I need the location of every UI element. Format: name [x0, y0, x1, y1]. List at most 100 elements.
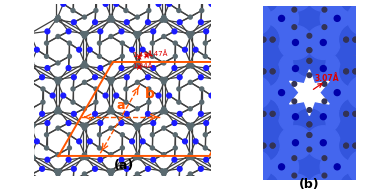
Circle shape [331, 130, 362, 161]
Circle shape [173, 41, 177, 45]
Circle shape [241, 80, 245, 84]
Circle shape [292, 114, 298, 120]
Circle shape [211, 134, 242, 165]
Circle shape [211, 120, 242, 150]
Circle shape [124, 100, 128, 104]
Circle shape [279, 41, 283, 45]
Circle shape [188, 15, 192, 19]
Circle shape [66, 66, 71, 70]
Circle shape [124, 9, 128, 12]
Text: 3.07Å: 3.07Å [315, 74, 339, 83]
Circle shape [160, 77, 164, 81]
Circle shape [279, 100, 312, 134]
Circle shape [340, 98, 370, 129]
Circle shape [237, 76, 272, 110]
Circle shape [57, 169, 62, 173]
Circle shape [292, 40, 298, 46]
Circle shape [283, 9, 286, 12]
Circle shape [175, 24, 205, 55]
Circle shape [248, 130, 279, 161]
Circle shape [190, 64, 194, 68]
Circle shape [292, 188, 298, 189]
Circle shape [175, 130, 205, 161]
Circle shape [196, 126, 230, 160]
Circle shape [13, 157, 18, 162]
Circle shape [209, 82, 214, 86]
Circle shape [109, 107, 113, 111]
Circle shape [243, 123, 247, 127]
Circle shape [306, 100, 340, 134]
Circle shape [188, 37, 192, 42]
Circle shape [188, 112, 192, 116]
Circle shape [224, 58, 229, 63]
Circle shape [188, 37, 192, 42]
Circle shape [294, 0, 325, 16]
Circle shape [61, 185, 66, 189]
Circle shape [279, 126, 312, 160]
Circle shape [137, 123, 141, 127]
Circle shape [265, 76, 298, 110]
Circle shape [224, 147, 229, 152]
Circle shape [40, 75, 45, 80]
Circle shape [224, 122, 229, 127]
Circle shape [270, 69, 275, 74]
Circle shape [353, 143, 358, 148]
Circle shape [82, 153, 86, 157]
Circle shape [3, 172, 7, 176]
Circle shape [137, 32, 141, 36]
Circle shape [164, 77, 167, 81]
Circle shape [188, 69, 192, 74]
Circle shape [135, 61, 140, 65]
Circle shape [224, 48, 229, 53]
Circle shape [98, 121, 103, 125]
Circle shape [252, 164, 258, 170]
Circle shape [82, 107, 86, 111]
Circle shape [57, 110, 62, 114]
Circle shape [261, 37, 266, 42]
Circle shape [265, 2, 298, 35]
Circle shape [204, 121, 209, 125]
Circle shape [362, 0, 375, 25]
Circle shape [270, 143, 275, 148]
Circle shape [196, 143, 227, 173]
Circle shape [40, 167, 45, 171]
Circle shape [172, 66, 177, 70]
Circle shape [257, 130, 288, 161]
Circle shape [107, 18, 111, 22]
Circle shape [347, 150, 375, 184]
Circle shape [331, 98, 362, 129]
Circle shape [140, 47, 145, 52]
Circle shape [322, 156, 327, 160]
Circle shape [320, 140, 326, 146]
Circle shape [87, 47, 92, 52]
Circle shape [230, 20, 235, 25]
Circle shape [177, 112, 182, 116]
Circle shape [270, 143, 275, 148]
Circle shape [340, 173, 370, 189]
Circle shape [200, 179, 204, 183]
Circle shape [296, 32, 300, 36]
Circle shape [215, 80, 219, 84]
Text: b: b [145, 87, 155, 101]
Circle shape [294, 46, 325, 76]
Circle shape [98, 133, 101, 137]
Circle shape [237, 2, 272, 35]
Circle shape [273, 2, 278, 6]
Circle shape [215, 35, 219, 39]
Circle shape [238, 140, 243, 146]
Circle shape [353, 186, 358, 189]
Circle shape [119, 66, 124, 70]
Text: 1.47Å: 1.47Å [148, 50, 168, 57]
Circle shape [196, 69, 227, 99]
Circle shape [340, 56, 370, 87]
Circle shape [135, 126, 140, 130]
Circle shape [224, 126, 258, 160]
Circle shape [120, 41, 124, 45]
Circle shape [18, 87, 22, 91]
Circle shape [248, 173, 279, 189]
Circle shape [230, 112, 235, 116]
Circle shape [162, 172, 166, 176]
Circle shape [82, 34, 86, 38]
Circle shape [187, 64, 191, 68]
Circle shape [82, 34, 86, 38]
